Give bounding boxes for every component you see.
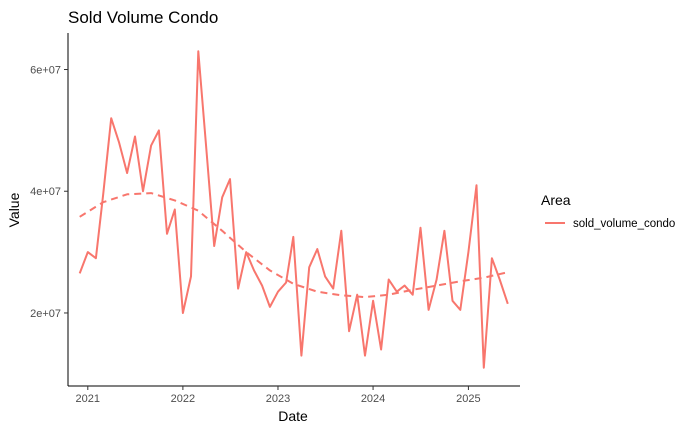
x-tick-label: 2021 (76, 393, 100, 405)
x-tick-label: 2022 (171, 393, 195, 405)
series-line (78, 50, 509, 369)
y-tick-label: 4e+07 (30, 186, 61, 198)
x-tick-label: 2025 (456, 393, 480, 405)
x-axis-title: Date (278, 408, 308, 424)
x-tick-label: 2023 (266, 393, 290, 405)
x-tick-label: 2024 (361, 393, 385, 405)
legend-label: sold_volume_condo (573, 218, 675, 230)
axes: 2e+07 4e+07 6e+07 2021 2022 2023 2024 2025 (30, 33, 520, 405)
y-tick-label: 6e+07 (30, 65, 61, 77)
series-layer (78, 50, 509, 369)
legend-title: Area (541, 192, 571, 208)
y-axis-title: Value (6, 192, 22, 227)
trend-line (79, 192, 509, 299)
y-tick-label: 2e+07 (30, 308, 61, 320)
legend: Area sold_volume_condo (541, 192, 675, 230)
chart-title: Sold Volume Condo (68, 8, 218, 27)
